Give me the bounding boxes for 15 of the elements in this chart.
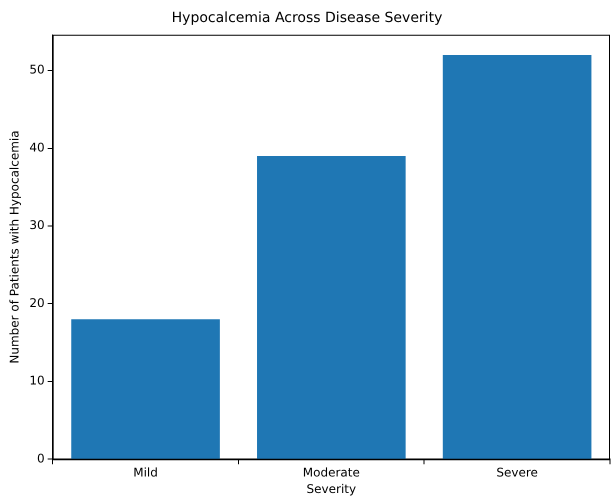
y-axis-title: Number of Patients with Hypocalcemia <box>7 130 22 364</box>
y-tick-label: 40 <box>29 140 45 154</box>
bar <box>442 55 592 459</box>
x-tick-label: Moderate <box>302 466 360 480</box>
x-axis-title: Severity <box>306 482 356 496</box>
bar <box>71 319 220 459</box>
y-tick-label: 30 <box>29 218 45 232</box>
y-tick-label: 0 <box>37 451 45 466</box>
x-tick-label: Mild <box>133 466 158 480</box>
y-tick-label: 10 <box>29 374 45 388</box>
y-tick-label: 20 <box>29 296 45 310</box>
x-tick-label: Severe <box>496 466 538 480</box>
bar <box>257 156 406 459</box>
y-tick-label: 50 <box>29 62 45 77</box>
chart-title: Hypocalcemia Across Disease Severity <box>172 10 442 26</box>
